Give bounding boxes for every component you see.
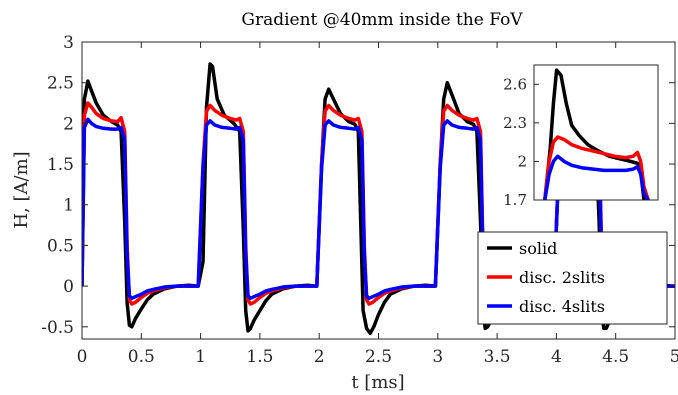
- y-tick-label: -0.5: [41, 318, 74, 338]
- inset-y-axis: 2.6 2.3 2 1.7: [503, 75, 539, 209]
- inset-y-tick-label: 2.6: [503, 75, 527, 93]
- y-axis: -0.5 0 0.5 1 1.5 2 2.5 3: [41, 33, 675, 338]
- x-tick-label: 4: [551, 347, 562, 367]
- x-axis: 0 0.5 1 1.5 2 2.5 3 3.5 4 4.5 5: [77, 42, 678, 367]
- y-axis-title: H, [A/m]: [11, 151, 32, 228]
- y-tick-label: 2: [63, 114, 74, 134]
- x-tick-label: 0: [77, 347, 88, 367]
- x-tick-label: 3.5: [484, 347, 511, 367]
- inset-y-tick-label: 2.3: [503, 114, 527, 132]
- x-tick-label: 1.5: [246, 347, 273, 367]
- inset-series-line-1: [543, 135, 650, 200]
- inset-series-line-2: [543, 154, 650, 200]
- x-tick-label: 3: [432, 347, 443, 367]
- x-tick-label: 2: [314, 347, 325, 367]
- inset-frame: [533, 64, 659, 201]
- legend-label-4slits: disc. 4slits: [519, 297, 605, 316]
- inset-series-group: [543, 68, 650, 200]
- legend-label-solid: solid: [519, 239, 557, 258]
- y-tick-label: 2.5: [47, 74, 74, 94]
- x-tick-label: 1: [195, 347, 206, 367]
- inset-series-line-0: [543, 68, 649, 200]
- y-tick-label: 3: [63, 33, 74, 53]
- x-axis-title: t [ms]: [351, 372, 404, 393]
- x-tick-label: 4.5: [602, 347, 629, 367]
- legend-label-2slits: disc. 2slits: [519, 268, 605, 287]
- y-tick-label: 1: [63, 196, 74, 216]
- x-tick-label: 5: [670, 347, 678, 367]
- y-tick-label: 0: [63, 277, 74, 297]
- chart-title: Gradient @40mm inside the FoV: [241, 10, 523, 30]
- inset-y-tick-label: 1.7: [503, 191, 527, 209]
- x-tick-label: 2.5: [365, 347, 392, 367]
- x-tick-label: 0.5: [128, 347, 155, 367]
- inset-chart: 2.6 2.3 2 1.7: [503, 64, 659, 209]
- legend: solid disc. 2slits disc. 4slits: [477, 231, 668, 325]
- y-tick-label: 1.5: [47, 155, 74, 175]
- y-tick-label: 0.5: [47, 236, 74, 256]
- inset-y-tick-label: 2: [517, 152, 527, 170]
